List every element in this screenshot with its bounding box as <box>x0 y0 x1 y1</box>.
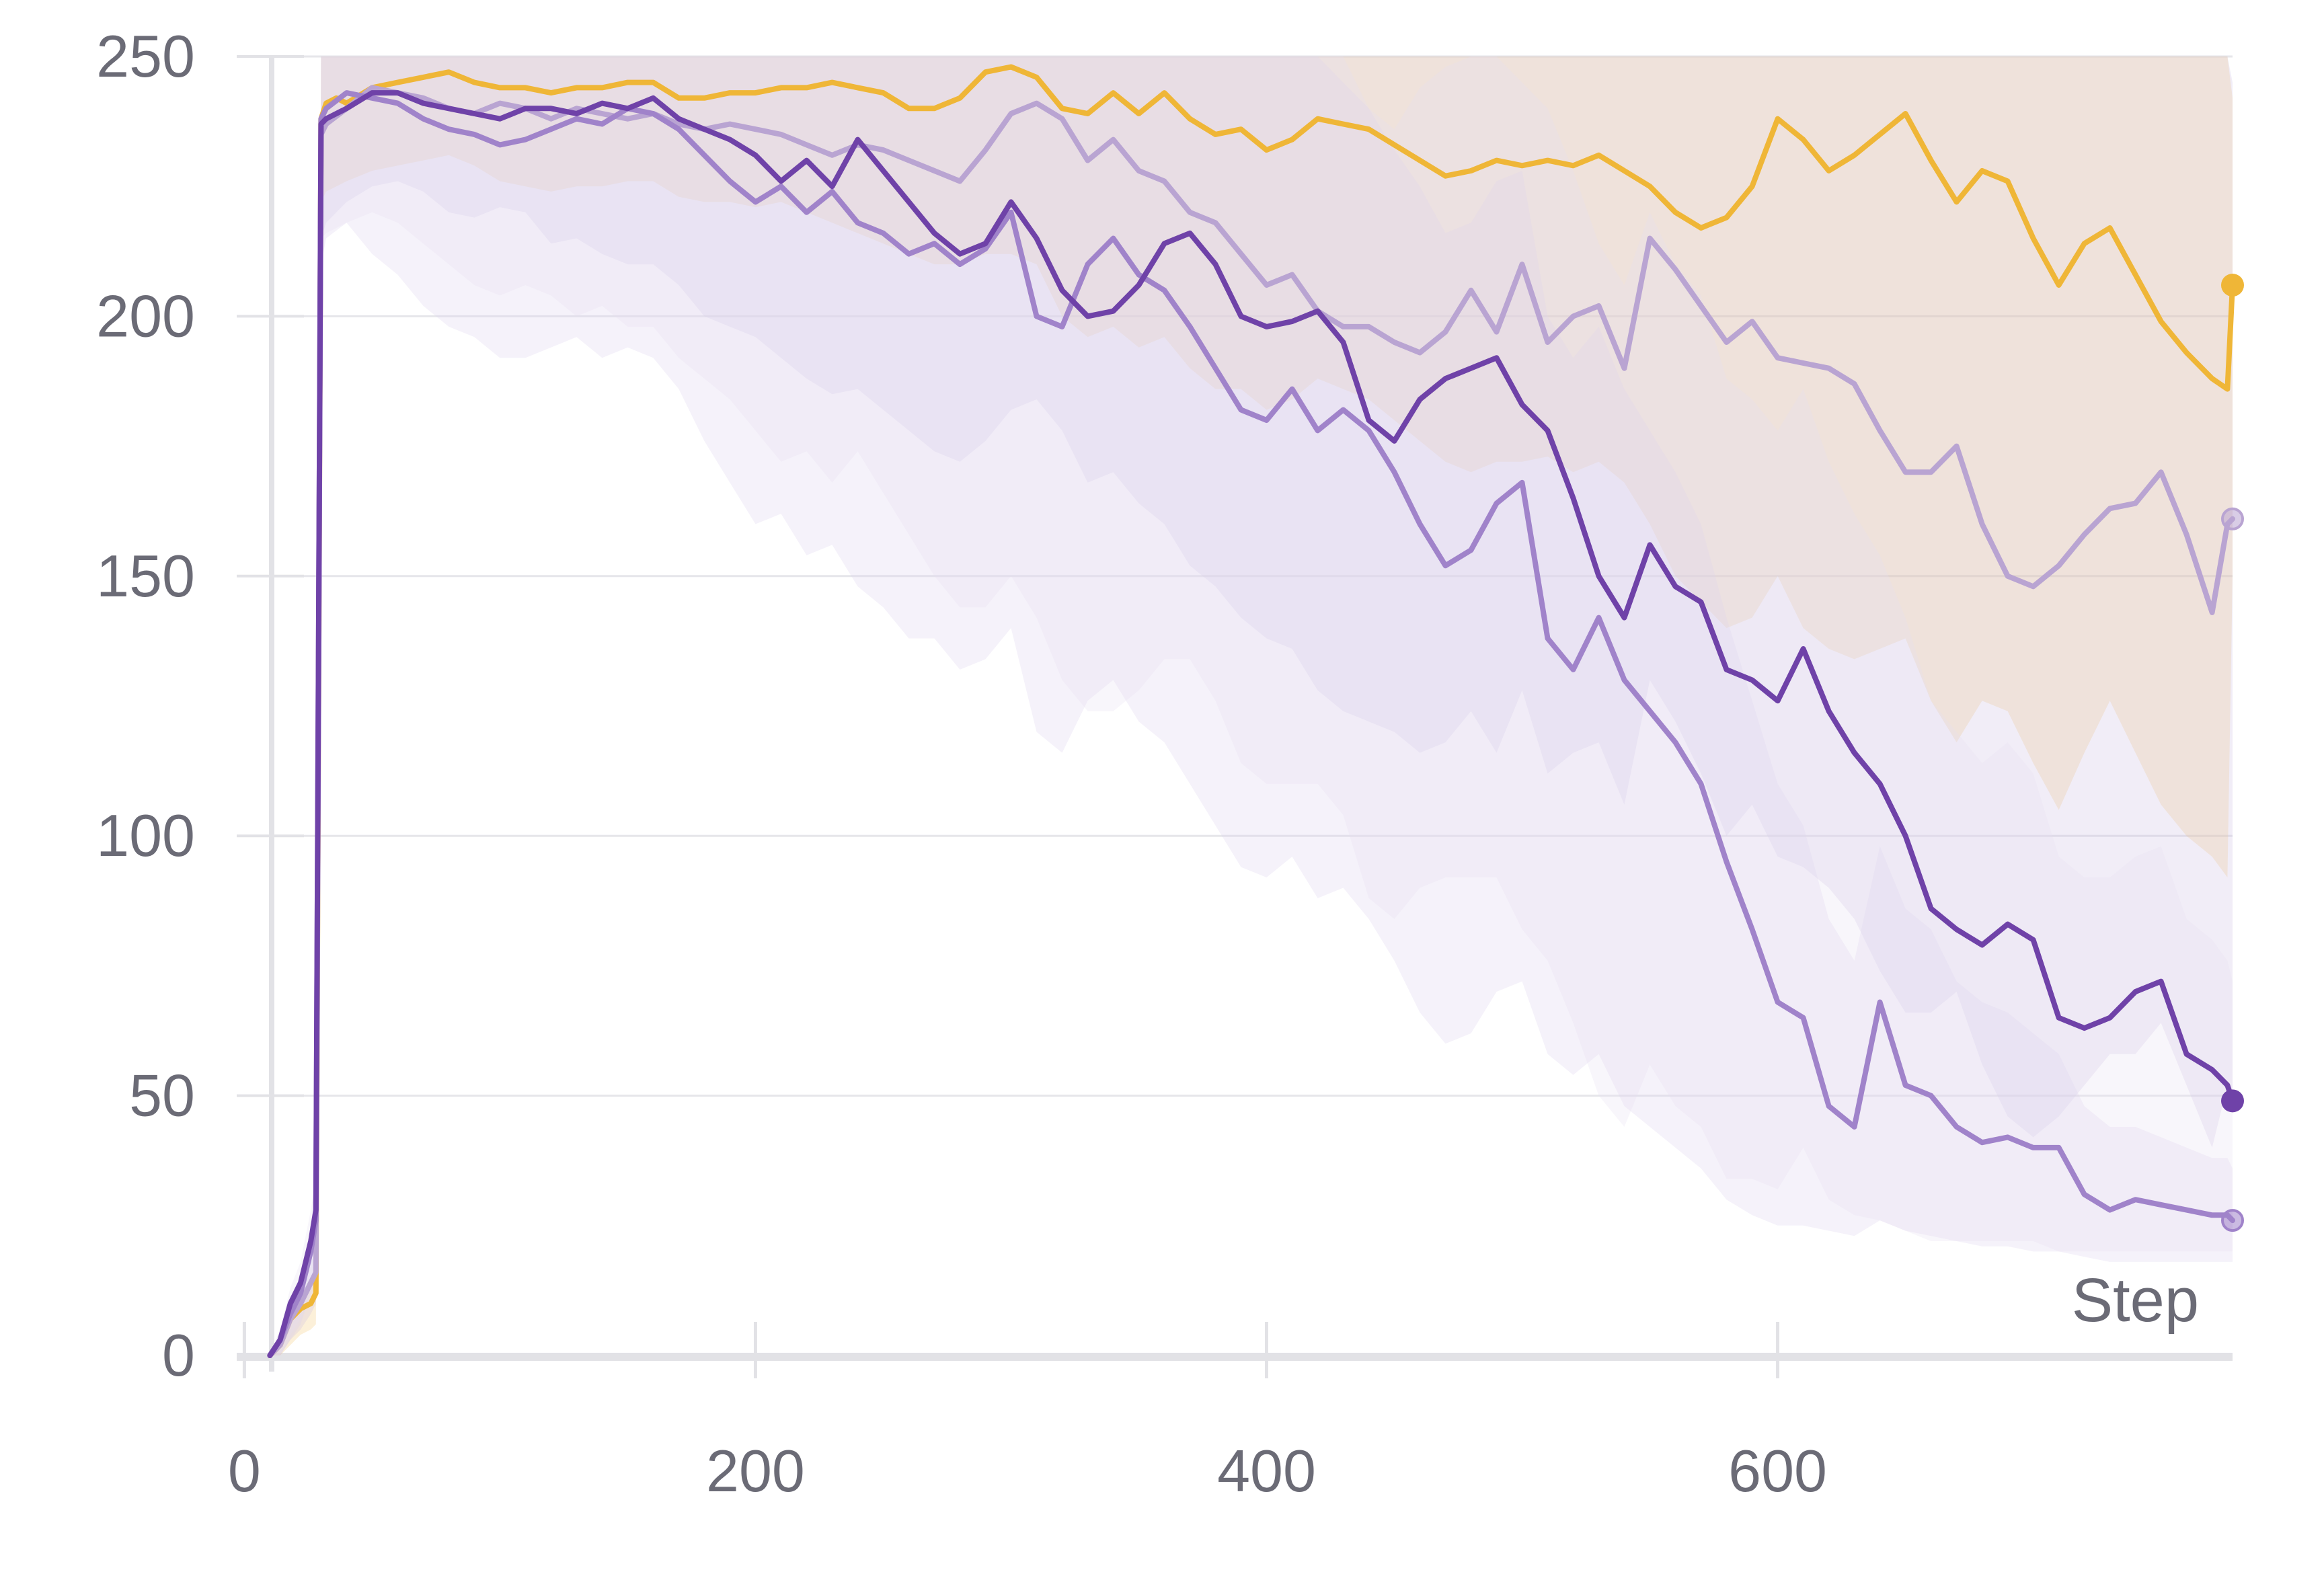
y-tick-label: 100 <box>96 802 195 869</box>
grid-lines <box>237 55 2233 1097</box>
series-0-band <box>270 56 2233 1355</box>
series-1-line <box>267 85 2235 1358</box>
y-tick-label: 250 <box>96 23 195 89</box>
series-0-end-marker <box>2221 274 2244 297</box>
series-1-band <box>270 56 2233 1355</box>
y-tick-label: 50 <box>129 1062 195 1129</box>
y-tick-label: 150 <box>96 543 195 609</box>
series-0-line <box>267 64 2235 1358</box>
series-3-end-marker <box>2221 1089 2244 1113</box>
x-axis-label: Step <box>2072 1266 2199 1335</box>
series-end-markers <box>2221 274 2244 1232</box>
x-tick-label: 400 <box>1217 1437 1316 1504</box>
series-2-line <box>267 90 2235 1358</box>
x-tick-label: 200 <box>706 1437 805 1504</box>
series-1-end-marker <box>2221 507 2244 530</box>
axes <box>237 55 2233 1378</box>
x-tick-label: 0 <box>228 1437 261 1504</box>
series-3-band <box>270 56 2233 1355</box>
series-lines <box>267 64 2235 1358</box>
series-2-band <box>270 56 2233 1355</box>
y-tick-label: 200 <box>96 282 195 349</box>
series-3-line <box>267 90 2235 1358</box>
series-2-end-marker <box>2221 1209 2244 1232</box>
y-tick-label: 0 <box>162 1322 195 1388</box>
x-tick-label: 600 <box>1728 1437 1827 1504</box>
tick-labels: 0 50 100 150 200 250 0 200 400 600 <box>96 23 1827 1504</box>
confidence-bands <box>270 56 2233 1355</box>
